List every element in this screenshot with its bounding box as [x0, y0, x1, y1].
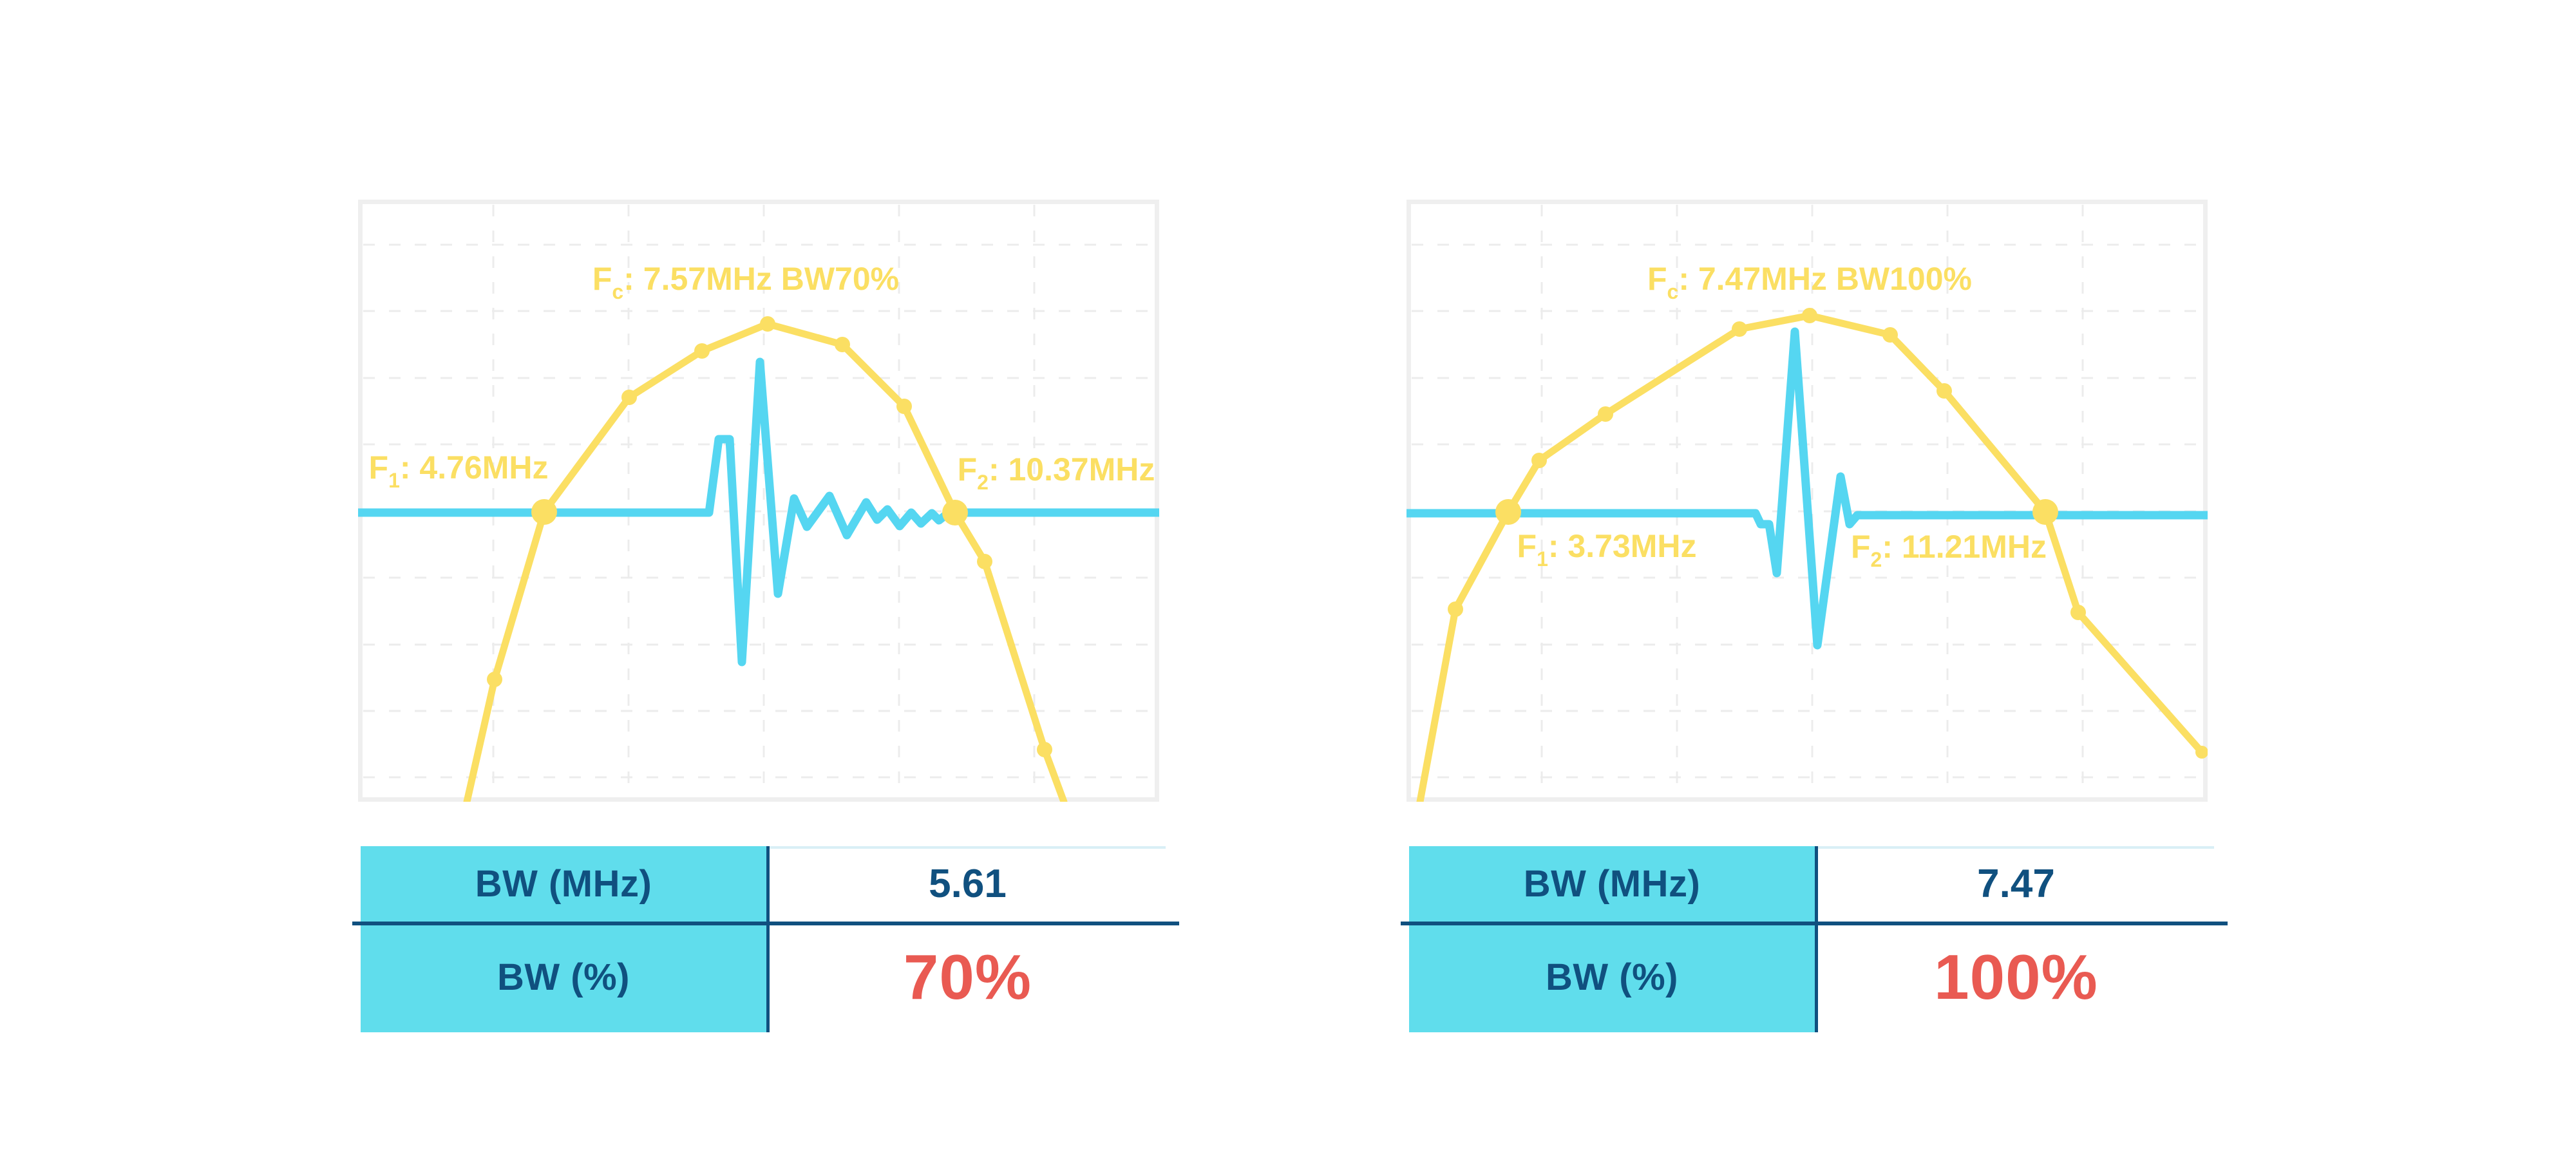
f2-frequency-label: F2: 10.37MHz [958, 451, 1155, 494]
spectrum-point-marker [896, 399, 912, 414]
spectrum-point-marker [1448, 601, 1463, 617]
bw-pct-value: 70% [903, 941, 1032, 1012]
spectrum-point-marker [2070, 605, 2086, 620]
bw-table-left: BW (MHz) BW (%) 5.61 70% [352, 846, 1179, 1032]
cutoff-frequency-marker [2032, 499, 2058, 525]
bw-pct-value: 100% [1934, 941, 2098, 1012]
table-row-divider [1401, 922, 2228, 925]
spectrum-point-marker [1598, 406, 1613, 422]
bw-mhz-value: 7.47 [1977, 862, 2055, 906]
spectrum-markers [1448, 308, 2208, 759]
bw-pct-label: BW (%) [497, 956, 630, 998]
pulse-waveform [1406, 327, 2208, 650]
chart-frame [1406, 200, 2208, 802]
spectrum-point-marker [1882, 327, 1898, 343]
table-header-column [1409, 846, 1815, 1032]
spectrum-point-marker [977, 554, 992, 569]
spectrum-curve [1416, 312, 2206, 802]
spectrum-point-marker [1037, 742, 1052, 757]
spectrum-point-marker [1802, 308, 1817, 323]
spectrum-point-marker [835, 337, 850, 352]
spectrum-point-marker [1732, 321, 1747, 337]
cutoff-frequency-marker [531, 499, 557, 525]
chart-svg: Fc: 7.47MHz BW100% F1: 3.73MHz F2: 11.21MH… [1406, 200, 2208, 802]
bw-mhz-label: BW (MHz) [475, 863, 652, 905]
spectrum-point-marker [2195, 746, 2208, 759]
spectrum-point-marker [621, 390, 637, 405]
grid-lines [1412, 205, 2202, 797]
spectrum-point-marker [694, 343, 710, 359]
spectrum-curve [463, 320, 1068, 802]
chart-frame [358, 200, 1159, 802]
spectrum-point-marker [487, 672, 502, 687]
bw-mhz-value: 5.61 [929, 862, 1007, 906]
table-vertical-divider [1815, 846, 1818, 1032]
center-frequency-label: Fc: 7.47MHz BW100% [1647, 261, 1972, 303]
pulse-waveform [358, 357, 1159, 667]
f1-frequency-label: F1: 4.76MHz [369, 449, 549, 492]
table-header-column [361, 846, 766, 1032]
table-vertical-divider [766, 846, 770, 1032]
bw-table-right: BW (MHz) BW (%) 7.47 100% [1401, 846, 2228, 1032]
table-row-divider [352, 922, 1179, 925]
f1-frequency-label: F1: 3.73MHz [1517, 528, 1697, 571]
spectrum-point-marker [1531, 453, 1547, 468]
center-frequency-label: Fc: 7.57MHz BW70% [592, 261, 899, 303]
bw-pct-label: BW (%) [1546, 956, 1678, 998]
cutoff-frequency-marker [942, 500, 968, 525]
f2-frequency-label: F2: 11.21MHz [1851, 529, 2047, 571]
chart-svg: Fc: 7.57MHz BW70% F1: 4.76MHz F2: 10.37MHz [358, 200, 1159, 802]
value-column-top-border [770, 846, 1166, 849]
spectrum-markers [487, 316, 1052, 757]
cutoff-frequency-marker [1495, 499, 1521, 525]
spectrum-point-marker [760, 316, 775, 332]
spectrum-point-marker [1937, 383, 1952, 399]
value-column-top-border [1818, 846, 2214, 849]
bw-mhz-label: BW (MHz) [1523, 863, 1701, 905]
